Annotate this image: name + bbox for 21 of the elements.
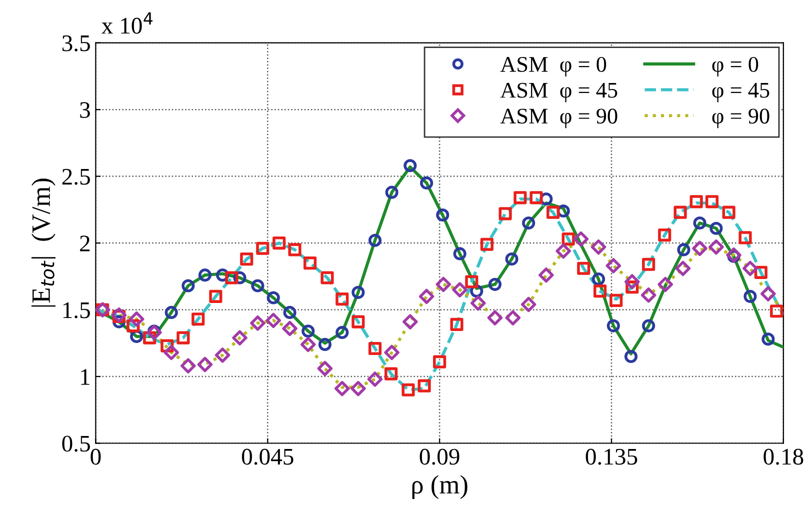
y-axis-title: |E$_{tot}$| (V/m) [31, 178, 56, 307]
y-tick-label: 1.5 [63, 302, 90, 318]
legend-label: ASM φ = 90 [500, 108, 618, 128]
y-tick-label: 2.5 [62, 168, 90, 185]
text: x 10$^{4}$ [102, 12, 153, 34]
legend-label: φ = 90 [712, 108, 770, 128]
x-tick-label: 0.18 [764, 448, 804, 465]
y-tick-label: 1 [81, 369, 90, 385]
y-tick-label: 0.5 [62, 436, 90, 452]
legend-label: φ = 0 [712, 56, 758, 76]
legend-label: φ = 45 [712, 82, 770, 102]
x-tick-label: 0.135 [586, 448, 638, 465]
x-tick-label: 0.09 [420, 448, 460, 465]
y-tick-label: 2 [80, 236, 90, 252]
x-tick-label: 0 [90, 448, 101, 465]
y-tick-label: 3.5 [62, 35, 90, 52]
y-tick-label: 3 [80, 102, 90, 118]
legend-label: ASM φ = 0 [500, 56, 606, 76]
x-tick-label: 0.045 [242, 448, 294, 465]
legend-label: ASM φ = 45 [500, 82, 618, 102]
x-axis-title: ρ (m) [412, 475, 468, 500]
